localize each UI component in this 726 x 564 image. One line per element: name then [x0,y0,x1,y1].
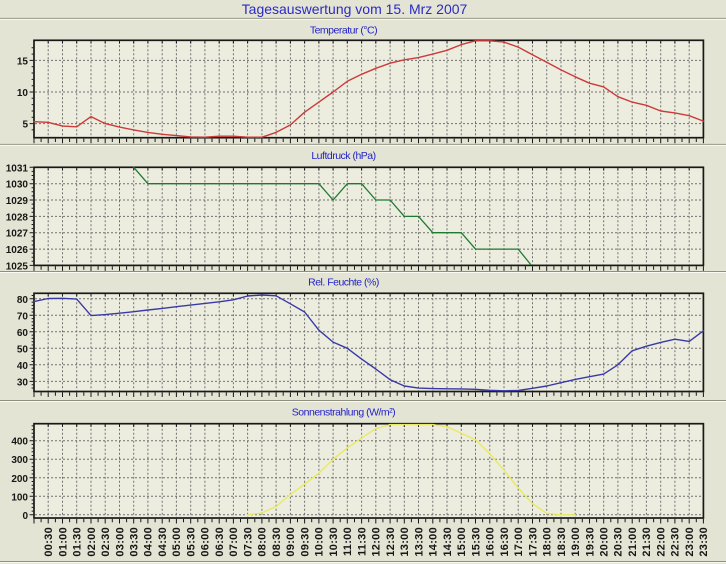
svg-text:15: 15 [17,56,29,67]
svg-text:30: 30 [17,377,29,388]
svg-text:03:30: 03:30 [129,527,141,557]
svg-text:06:00: 06:00 [200,527,212,557]
svg-text:300: 300 [11,455,28,466]
svg-text:22:30: 22:30 [670,527,682,557]
svg-text:Tagesauswertung vom 15. Mrz 20: Tagesauswertung vom 15. Mrz 2007 [242,1,468,17]
svg-text:1028: 1028 [6,212,29,223]
svg-text:11:30: 11:30 [356,527,368,556]
svg-text:01:00: 01:00 [57,527,69,557]
svg-text:12:00: 12:00 [371,527,383,557]
svg-text:80: 80 [17,295,29,306]
svg-text:01:30: 01:30 [72,527,84,557]
svg-text:19:00: 19:00 [570,527,582,557]
svg-text:5: 5 [22,120,28,131]
svg-text:Temperatur (°C): Temperatur (°C) [310,25,377,37]
svg-text:07:30: 07:30 [242,527,254,557]
svg-text:10:30: 10:30 [328,527,340,557]
svg-text:05:00: 05:00 [171,527,183,557]
svg-text:20:00: 20:00 [599,527,611,557]
svg-text:21:30: 21:30 [641,527,653,557]
svg-text:50: 50 [17,344,29,355]
svg-text:13:30: 13:30 [413,527,425,557]
svg-text:20:30: 20:30 [613,527,625,557]
svg-text:1029: 1029 [6,196,29,207]
svg-text:13:00: 13:00 [399,527,411,557]
svg-text:23:00: 23:00 [684,527,696,557]
svg-text:18:30: 18:30 [556,527,568,557]
svg-text:00:30: 00:30 [43,527,55,557]
svg-text:15:30: 15:30 [470,527,482,557]
svg-text:08:00: 08:00 [257,527,269,557]
svg-text:400: 400 [11,437,28,448]
svg-text:18:00: 18:00 [542,527,554,557]
svg-text:16:30: 16:30 [499,527,511,557]
svg-text:02:30: 02:30 [100,527,112,557]
svg-text:09:30: 09:30 [299,527,311,557]
svg-text:15:00: 15:00 [456,527,468,557]
svg-text:10:00: 10:00 [314,527,326,557]
svg-text:12:30: 12:30 [385,527,397,557]
svg-text:08:30: 08:30 [271,527,283,557]
svg-text:17:30: 17:30 [527,527,539,557]
svg-text:04:30: 04:30 [157,527,169,557]
svg-text:0: 0 [22,511,28,522]
svg-text:40: 40 [17,361,29,372]
svg-text:04:00: 04:00 [143,527,155,557]
svg-text:23:30: 23:30 [698,527,710,557]
svg-text:11:00: 11:00 [342,527,354,556]
svg-text:07:00: 07:00 [228,527,240,557]
svg-text:02:00: 02:00 [86,527,98,557]
svg-text:1031: 1031 [6,163,29,174]
svg-text:1025: 1025 [6,261,29,272]
svg-text:03:00: 03:00 [114,527,126,557]
svg-text:19:30: 19:30 [584,527,596,557]
svg-text:1030: 1030 [6,180,29,191]
svg-text:22:00: 22:00 [656,527,668,557]
svg-text:10: 10 [17,88,29,99]
svg-text:14:30: 14:30 [442,527,454,557]
svg-text:1026: 1026 [6,245,29,256]
svg-text:16:00: 16:00 [485,527,497,557]
svg-text:05:30: 05:30 [186,527,198,557]
svg-text:14:00: 14:00 [428,527,440,557]
svg-text:100: 100 [11,492,28,503]
svg-text:Sonnenstrahlung (W/m²): Sonnenstrahlung (W/m²) [292,406,395,418]
svg-text:200: 200 [11,474,28,485]
svg-text:09:00: 09:00 [285,527,297,557]
svg-text:Luftdruck (hPa): Luftdruck (hPa) [311,150,375,162]
svg-text:1027: 1027 [6,229,29,240]
svg-text:Rel. Feuchte (%): Rel. Feuchte (%) [308,277,379,289]
svg-text:60: 60 [17,328,29,339]
svg-text:70: 70 [17,311,29,322]
svg-text:06:30: 06:30 [214,527,226,557]
svg-text:17:00: 17:00 [513,527,525,557]
svg-text:21:00: 21:00 [627,527,639,557]
